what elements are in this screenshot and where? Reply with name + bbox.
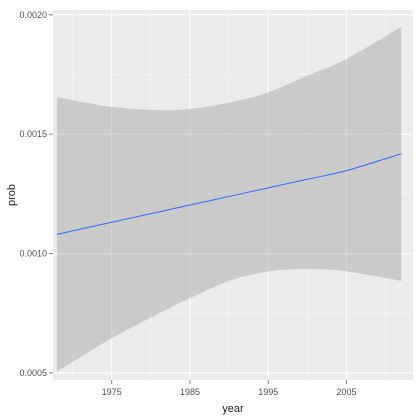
x-tick-label: 1995 (258, 387, 278, 397)
y-tick-label: 0.0015 (19, 129, 47, 139)
x-tick-label: 2005 (336, 387, 356, 397)
x-tick-label: 1985 (180, 387, 200, 397)
x-tick-label: 1975 (102, 387, 122, 397)
y-tick-layer: 0.0005 0.0010 0.0015 0.0020 (19, 10, 53, 378)
y-tick-label: 0.0020 (19, 10, 47, 20)
panel-background (53, 10, 413, 380)
band-layer (56, 26, 402, 372)
y-tick-label: 0.0010 (19, 248, 47, 258)
confidence-band (56, 26, 402, 372)
line-layer (56, 153, 402, 235)
trend-line (56, 153, 402, 235)
grid-layer (53, 10, 413, 380)
y-tick-label: 0.0005 (19, 368, 47, 378)
x-axis-title: year (222, 403, 244, 415)
y-axis-title: prob (6, 184, 18, 206)
x-tick-layer: 1975 1985 1995 2005 (102, 380, 356, 397)
